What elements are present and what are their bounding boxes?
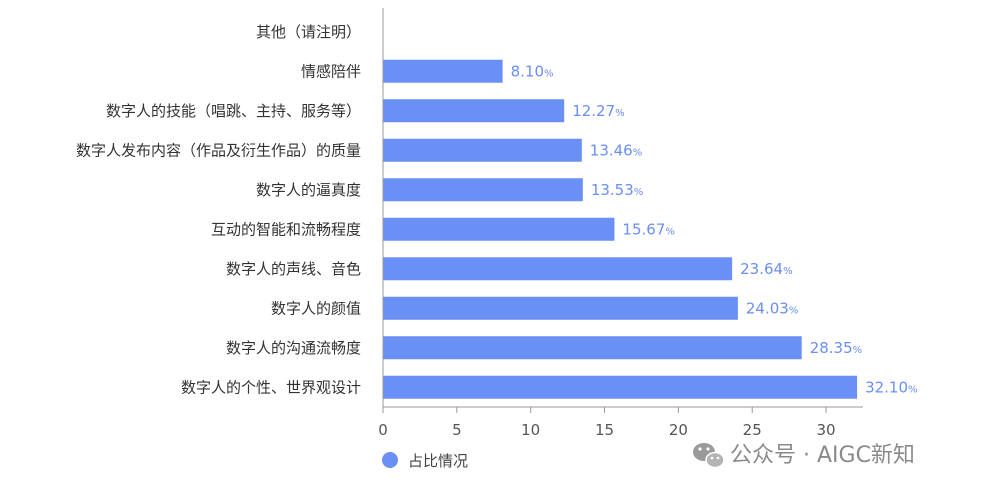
category-label: 数字人发布内容（作品及衍生作品）的质量 xyxy=(76,141,361,159)
data-label: 24.03% xyxy=(746,299,798,317)
category-label: 情感陪伴 xyxy=(301,62,361,80)
category-label: 数字人的沟通流畅度 xyxy=(226,339,361,357)
axes xyxy=(382,8,863,408)
bar xyxy=(383,296,738,320)
category-label: 数字人的个性、世界观设计 xyxy=(181,378,361,396)
x-tick-label: 30 xyxy=(817,421,836,439)
watermark: 公众号 · AIGC新知 xyxy=(693,443,915,469)
bars-group xyxy=(383,59,858,399)
data-label: 32.10% xyxy=(865,378,917,396)
bar xyxy=(383,59,503,83)
category-label: 其他（请注明） xyxy=(256,23,361,41)
bar xyxy=(383,336,802,360)
x-tick-label: 25 xyxy=(743,421,762,439)
category-label: 数字人的技能（唱跳、主持、服务等） xyxy=(106,102,361,120)
data-label: 15.67% xyxy=(622,220,674,238)
bar xyxy=(383,138,582,162)
legend-swatch xyxy=(382,452,398,468)
x-tick-label: 0 xyxy=(378,421,388,439)
data-label: 8.10% xyxy=(511,62,554,80)
data-label: 28.35% xyxy=(810,339,862,357)
data-label: 13.53% xyxy=(591,181,643,199)
x-tick-label: 20 xyxy=(669,421,688,439)
bar xyxy=(383,217,615,241)
data-label: 12.27% xyxy=(572,102,624,120)
category-label: 数字人的逼真度 xyxy=(256,181,361,199)
category-label: 数字人的颜值 xyxy=(271,299,361,317)
legend: 占比情况 xyxy=(382,452,468,470)
category-label: 互动的智能和流畅程度 xyxy=(211,220,361,238)
x-ticks: 0 5 10 15 20 25 30 xyxy=(378,407,836,439)
value-labels: 8.10% 12.27% 13.46% 13.53% 15.67% 23.64% 24.03… xyxy=(511,62,918,396)
watermark-text: 公众号 · AIGC新知 xyxy=(730,443,915,468)
x-tick-label: 5 xyxy=(452,421,462,439)
data-label: 23.64% xyxy=(740,260,792,278)
bar xyxy=(383,178,583,202)
bar xyxy=(383,257,733,281)
x-tick-label: 15 xyxy=(595,421,614,439)
bar xyxy=(383,375,858,399)
bar xyxy=(383,99,565,123)
data-label: 13.46% xyxy=(590,141,642,159)
legend-label: 占比情况 xyxy=(408,452,468,470)
wechat-icon xyxy=(693,443,725,469)
category-label: 数字人的声线、音色 xyxy=(226,260,361,278)
x-tick-label: 10 xyxy=(521,421,540,439)
